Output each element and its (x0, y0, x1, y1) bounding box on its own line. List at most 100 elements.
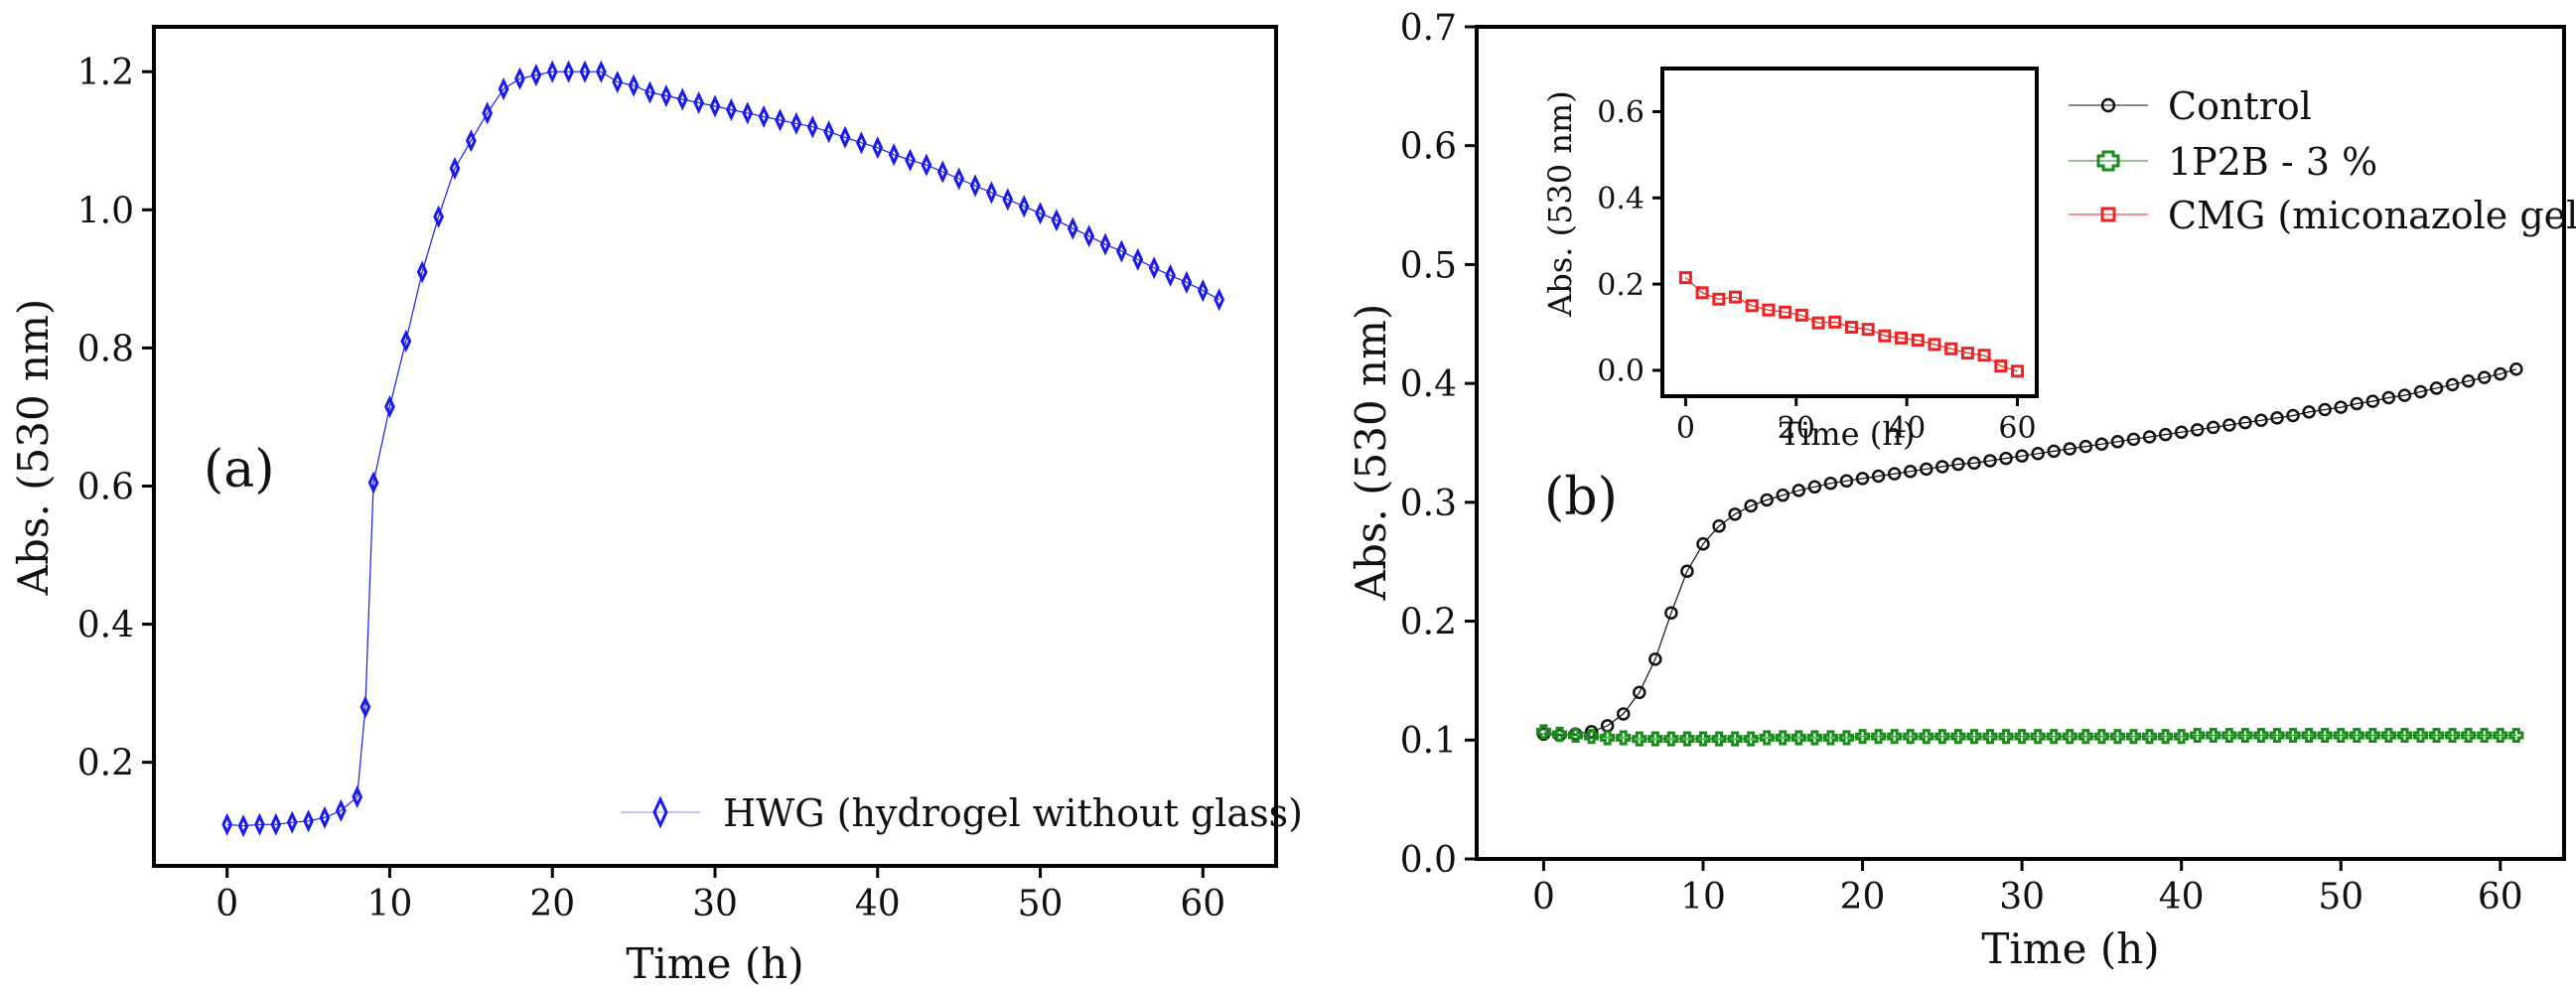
y-tick-label: 0.0 (1597, 354, 1645, 389)
data-point (2206, 727, 2221, 744)
axis-ticks-b: 0 10 20 30 40 50 60 0.0 0.1 0.2 0.3 0.4 0.5 0.6 0.7 (1400, 8, 2523, 918)
data-point (2093, 729, 2109, 745)
data-point (579, 60, 591, 83)
data-point (1633, 685, 1646, 700)
y-tick-label: 0.3 (1400, 484, 1457, 524)
data-point (2269, 727, 2285, 744)
data-point (806, 115, 818, 139)
data-point (1919, 729, 1934, 745)
plot-frame-b (1475, 25, 2566, 861)
data-point (1743, 731, 1759, 747)
data-point (628, 73, 640, 97)
data-point (1165, 263, 1176, 287)
data-point (2125, 729, 2142, 745)
data-point (1711, 731, 1727, 747)
data-point (693, 90, 705, 115)
data-point (1584, 729, 1600, 745)
data-point (2158, 729, 2174, 745)
data-point (2429, 727, 2445, 744)
data-point (1197, 279, 1209, 303)
data-point (546, 60, 558, 83)
data-point (449, 157, 461, 181)
data-point (1967, 456, 1981, 471)
y-tick-label: 0.5 (1400, 245, 1457, 286)
data-point (2412, 727, 2429, 744)
data-point (1712, 292, 1726, 306)
data-point (1887, 467, 1902, 481)
y-tick-label: 0.2 (1400, 603, 1457, 643)
data-point (2063, 442, 2077, 456)
data-point (2207, 420, 2220, 435)
data-point (1728, 507, 1742, 521)
data-point (1794, 308, 1808, 322)
data-point (1928, 338, 1941, 352)
data-point (1994, 359, 2008, 373)
x-axis-label-inset: Time (h) (1780, 415, 1916, 453)
data-point (2461, 373, 2476, 388)
x-tick-label: 0 (215, 884, 238, 924)
data-point (2413, 384, 2428, 399)
legend-label-control: Control (2168, 84, 2312, 128)
data-point (1935, 460, 1949, 474)
data-point (1695, 731, 1711, 747)
data-point (1998, 729, 2014, 745)
data-point (612, 71, 624, 94)
x-tick-label: 40 (855, 884, 901, 924)
data-point (823, 120, 835, 144)
data-point (1600, 730, 1616, 746)
data-point (359, 695, 371, 719)
data-point (2286, 408, 2300, 423)
data-point (2174, 425, 2189, 439)
data-point (1616, 730, 1632, 746)
data-point (1878, 329, 1892, 343)
data-point (936, 160, 948, 184)
data-point (1983, 454, 1997, 468)
data-point (237, 814, 249, 838)
data-point (1727, 731, 1743, 747)
data-point (1099, 232, 1111, 256)
data-point (2014, 729, 2030, 745)
plot-frame-a (152, 25, 1278, 868)
chart-panel-a: 0 10 20 30 40 50 60 0.2 0.4 0.6 0.8 1.0 1.2 (a) Time… (9, 25, 1303, 988)
data-point (2429, 381, 2444, 395)
data-point (2190, 423, 2205, 437)
data-point (1911, 334, 1925, 348)
data-point (1791, 484, 1806, 497)
data-point (2222, 418, 2236, 432)
legend-label-cmg: CMG (miconazole gel) (2168, 194, 2576, 237)
data-point (2302, 405, 2316, 419)
data-point (254, 812, 265, 836)
data-point (2142, 729, 2158, 745)
x-tick-label: 0 (1676, 411, 1695, 446)
data-point (1895, 331, 1909, 345)
y-tick-label: 0.6 (77, 467, 134, 507)
data-point (1214, 288, 1225, 312)
data-point (1679, 731, 1695, 747)
x-tick-label: 20 (1778, 411, 1815, 446)
data-point (2508, 727, 2524, 744)
x-tick-label: 20 (529, 884, 575, 924)
data-point (2047, 444, 2061, 459)
data-point (1838, 730, 1855, 746)
y-axis-label-b: Abs. (530 nm) (1347, 304, 1395, 602)
data-point (2126, 432, 2141, 447)
data-point (2109, 729, 2125, 745)
data-point (1951, 457, 1965, 472)
axis-ticks-a: 0 10 20 30 40 50 60 0.2 0.4 0.6 0.8 1.0 1.2 (77, 53, 1225, 924)
series-line (1543, 368, 2516, 737)
data-point (319, 805, 331, 829)
data-point (2174, 729, 2190, 745)
data-point (2365, 394, 2380, 408)
y-tick-label: 0.2 (77, 744, 134, 784)
y-tick-label: 0.6 (1400, 127, 1457, 168)
x-tick-label: 60 (2478, 877, 2523, 918)
data-point (1982, 729, 1998, 745)
series-line (226, 71, 1219, 827)
y-tick-label: 0.7 (1400, 8, 1457, 49)
y-tick-label: 0.4 (77, 606, 134, 646)
data-point (2031, 447, 2045, 461)
data-point (563, 60, 575, 83)
data-point (2158, 427, 2173, 442)
data-point (498, 77, 509, 101)
plot-frame-inset (1660, 67, 2039, 398)
